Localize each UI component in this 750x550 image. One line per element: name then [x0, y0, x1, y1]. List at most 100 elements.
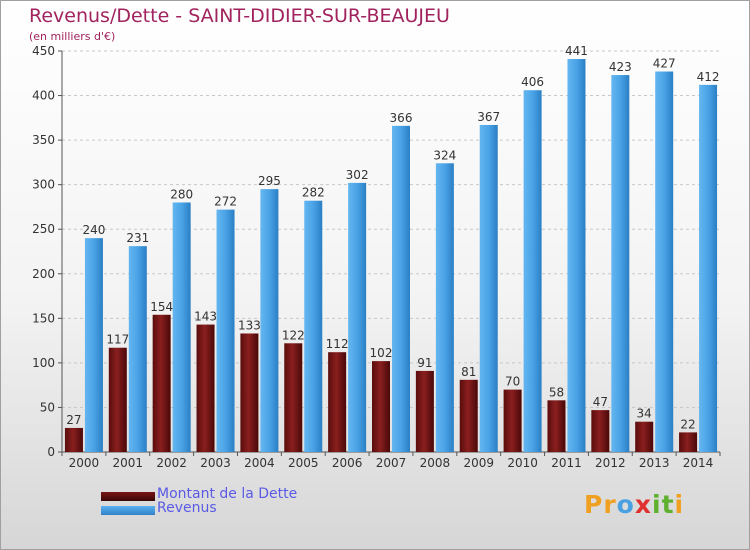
bar-dette — [547, 400, 566, 452]
logo-letter: P — [584, 490, 604, 519]
bar-dette — [196, 324, 215, 452]
data-label-dette: 117 — [106, 333, 129, 347]
data-label-revenus: 231 — [126, 231, 149, 245]
x-tick-label: 2009 — [463, 456, 494, 470]
bar-dette — [635, 421, 654, 452]
chart-subtitle: (en milliers d'€) — [29, 30, 116, 43]
bar-revenus — [567, 59, 586, 453]
y-tick-label: 400 — [32, 89, 55, 103]
bar-dette — [459, 379, 478, 452]
data-label-dette: 112 — [326, 337, 349, 351]
data-label-revenus: 240 — [82, 223, 105, 237]
data-label-dette: 22 — [680, 417, 695, 431]
x-tick-label: 2008 — [420, 456, 451, 470]
bar-revenus — [611, 75, 630, 452]
logo-letter: i — [652, 490, 662, 519]
data-label-revenus: 272 — [214, 195, 237, 209]
x-tick-label: 2002 — [156, 456, 187, 470]
bar-dette — [284, 343, 303, 452]
y-tick-label: 250 — [32, 222, 55, 236]
bar-dette — [679, 432, 698, 452]
proxiti-logo: Proxiti — [584, 490, 684, 519]
legend-swatch-revenus — [101, 506, 155, 515]
bar-revenus — [216, 209, 235, 452]
bar-revenus — [84, 238, 103, 452]
bar-dette — [372, 361, 390, 452]
data-label-dette: 58 — [549, 385, 564, 399]
legend-label-revenus: Revenus — [157, 500, 217, 516]
y-tick-label: 100 — [32, 356, 55, 370]
x-tick-label: 2012 — [595, 456, 626, 470]
bar-revenus — [435, 163, 454, 452]
data-label-dette: 143 — [194, 310, 217, 324]
logo-letter: r — [603, 490, 617, 519]
bar-revenus — [260, 189, 279, 452]
x-tick-label: 2010 — [507, 456, 538, 470]
data-label-revenus: 280 — [170, 187, 193, 201]
logo-letter: t — [661, 490, 675, 519]
x-tick-label: 2003 — [200, 456, 231, 470]
x-tick-label: 2001 — [113, 456, 144, 470]
chart-title: Revenus/Dette - SAINT-DIDIER-SUR-BEAUJEU — [29, 5, 450, 27]
bar-revenus — [699, 84, 718, 453]
bar-dette — [64, 427, 83, 452]
bar-dette — [328, 352, 347, 452]
data-label-dette: 47 — [593, 395, 608, 409]
data-label-dette: 34 — [637, 407, 652, 421]
data-label-revenus: 412 — [697, 70, 720, 84]
data-label-revenus: 406 — [521, 75, 544, 89]
data-label-dette: 133 — [238, 318, 261, 332]
y-tick-label: 50 — [40, 400, 55, 414]
x-tick-label: 2004 — [244, 456, 275, 470]
data-label-dette: 70 — [505, 375, 520, 389]
bar-revenus — [348, 182, 367, 452]
bar-revenus — [304, 200, 323, 452]
bar-revenus — [655, 71, 674, 453]
data-label-dette: 81 — [461, 365, 476, 379]
y-tick-label: 150 — [32, 311, 55, 325]
legend-label-dette: Montant de la Dette — [157, 486, 298, 502]
data-label-revenus: 423 — [609, 60, 632, 74]
bar-dette — [415, 370, 434, 452]
bar-revenus — [392, 125, 410, 452]
bar-dette — [503, 389, 522, 452]
x-tick-label: 2011 — [551, 456, 582, 470]
data-label-dette: 154 — [150, 300, 173, 314]
x-tick-label: 2007 — [376, 456, 407, 470]
x-tick-label: 2014 — [683, 456, 714, 470]
data-label-revenus: 302 — [346, 168, 369, 182]
bar-dette — [108, 347, 127, 452]
data-label-dette: 102 — [370, 346, 393, 360]
x-tick-label: 2006 — [332, 456, 363, 470]
data-label-revenus: 282 — [302, 186, 325, 200]
bar-revenus — [128, 246, 147, 452]
bar-revenus — [523, 90, 542, 452]
bar-dette — [591, 410, 610, 452]
data-label-dette: 91 — [417, 356, 432, 370]
x-tick-label: 2005 — [288, 456, 319, 470]
bar-dette — [240, 333, 259, 452]
legend-swatch-dette — [101, 492, 155, 501]
y-tick-label: 0 — [47, 445, 55, 459]
y-tick-label: 350 — [32, 133, 55, 147]
y-tick-label: 300 — [32, 178, 55, 192]
data-label-dette: 27 — [66, 413, 81, 427]
data-label-revenus: 441 — [565, 44, 588, 58]
logo-letter: o — [616, 490, 635, 519]
data-label-revenus: 324 — [433, 148, 456, 162]
x-tick-label: 2013 — [639, 456, 670, 470]
data-label-revenus: 366 — [390, 111, 413, 125]
x-tick-label: 2000 — [69, 456, 100, 470]
data-label-revenus: 295 — [258, 174, 281, 188]
data-label-dette: 122 — [282, 328, 305, 342]
bar-revenus — [172, 202, 191, 452]
logo-letter: i — [674, 490, 685, 519]
y-tick-label: 450 — [32, 44, 55, 58]
data-label-revenus: 367 — [477, 110, 500, 124]
bar-dette — [152, 314, 171, 452]
y-tick-label: 200 — [32, 267, 55, 281]
bar-revenus — [479, 124, 498, 452]
data-label-revenus: 427 — [653, 56, 676, 70]
